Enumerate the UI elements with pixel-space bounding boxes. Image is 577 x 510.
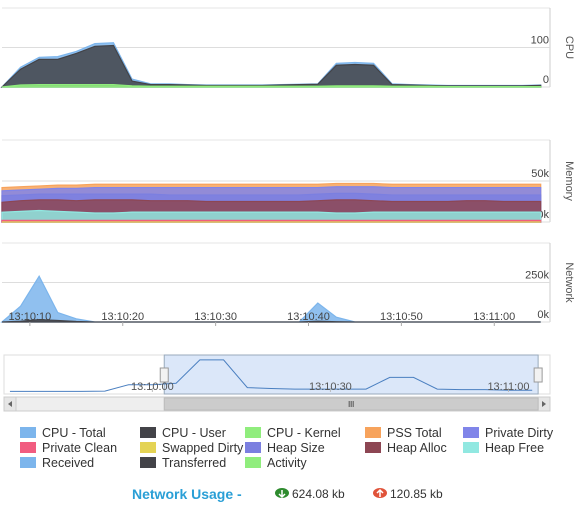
- legend-swatch: [140, 442, 156, 453]
- x-tick-label: 13:11:00: [473, 311, 515, 323]
- received-total: 624.08 kb: [292, 487, 345, 501]
- legend-label: Private Dirty: [485, 426, 554, 440]
- legend-label: Transferred: [162, 456, 226, 470]
- legend-label: PSS Total: [387, 426, 442, 440]
- legend-swatch: [463, 427, 479, 438]
- legend-swatch: [20, 442, 36, 453]
- area-series: [0, 44, 542, 88]
- area-series: [1, 84, 542, 88]
- area-series: [1, 209, 542, 223]
- legend-swatch: [140, 457, 156, 468]
- arrow-right: [542, 401, 546, 407]
- legend-swatch: [20, 457, 36, 468]
- x-tick-label: 13:10:30: [309, 381, 352, 393]
- legend-label: Swapped Dirty: [162, 441, 244, 455]
- area-series: [1, 319, 541, 323]
- x-tick-label: 13:11:00: [487, 381, 529, 393]
- scroll-thumb-group: [163, 397, 539, 411]
- x-tick-label: 13:10:00: [131, 381, 174, 393]
- legend-label: Heap Alloc: [387, 441, 447, 455]
- x-tick-label: 13:10:50: [380, 311, 423, 323]
- navigator-line: [9, 359, 533, 392]
- legend-label: Heap Size: [267, 441, 325, 455]
- selection-range: [163, 354, 539, 395]
- y-tick-label: 250k: [525, 270, 549, 282]
- x-tick-label: 13:10:10: [8, 311, 51, 323]
- legend-label: Heap Free: [485, 441, 544, 455]
- legend-swatch: [245, 427, 261, 438]
- axis-title: CPU: [563, 36, 575, 59]
- arrow-left: [8, 401, 12, 407]
- legend-swatch: [20, 427, 36, 438]
- y-tick-label: 0: [543, 74, 549, 86]
- legend-label: Received: [42, 456, 94, 470]
- selection-handle[interactable]: [533, 367, 543, 383]
- axis-title: Network: [563, 262, 575, 303]
- legend-label: Private Clean: [42, 441, 117, 455]
- legend-swatch: [365, 442, 381, 453]
- x-tick-label: 13:10:40: [287, 311, 330, 323]
- y-tick-label: 0k: [537, 309, 549, 321]
- axis-title: Memory: [563, 161, 575, 201]
- y-tick-label: 50k: [531, 168, 549, 180]
- y-tick-label: 100: [531, 35, 549, 47]
- legend-label: CPU - User: [162, 426, 226, 440]
- download-icon: [275, 488, 289, 499]
- legend-swatch: [245, 457, 261, 468]
- x-tick-label: 13:10:30: [194, 311, 237, 323]
- legend-swatch: [365, 427, 381, 438]
- x-tick-label: 13:10:20: [101, 311, 144, 323]
- legend-label: CPU - Kernel: [267, 426, 341, 440]
- network-usage-label: Network Usage -: [132, 486, 242, 502]
- transferred-total: 120.85 kb: [390, 487, 443, 501]
- upload-icon: [373, 488, 387, 498]
- legend-swatch: [140, 427, 156, 438]
- legend-label: Activity: [267, 456, 307, 470]
- legend-swatch: [463, 442, 479, 453]
- selection-handle[interactable]: [159, 367, 169, 383]
- legend-label: CPU - Total: [42, 426, 106, 440]
- legend-swatch: [245, 442, 261, 453]
